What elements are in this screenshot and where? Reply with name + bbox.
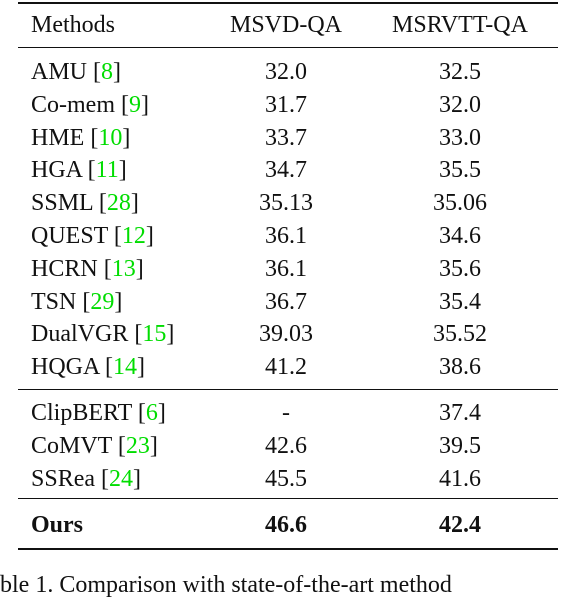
method-name-cell: HME [10] bbox=[31, 121, 130, 155]
method-name-cell: TSN [29] bbox=[31, 285, 122, 319]
method-name-cell: QUEST [12] bbox=[31, 219, 154, 253]
citation-bracket-open: [ bbox=[97, 255, 112, 282]
table-row: TSN [29] 36.7 35.4 bbox=[0, 285, 576, 319]
citation-bracket-open: [ bbox=[99, 354, 114, 381]
citation-bracket-open: [ bbox=[76, 288, 91, 315]
citation-bracket-open: [ bbox=[131, 400, 146, 426]
table-row: SSRea [24] 45.5 41.6 bbox=[0, 462, 576, 496]
method-name: AMU bbox=[31, 59, 88, 85]
method-name: SSML bbox=[31, 190, 93, 217]
method-name-cell: AMU [8] bbox=[31, 55, 121, 89]
citation-bracket-close: ] bbox=[157, 400, 166, 426]
citation-link[interactable]: 10 bbox=[98, 124, 123, 151]
citation-bracket-open: [ bbox=[107, 223, 122, 249]
ours-divider-rule bbox=[18, 498, 558, 499]
citation-link[interactable]: 24 bbox=[109, 465, 134, 492]
ours-method: Ours bbox=[31, 512, 84, 538]
citation-bracket-open: [ bbox=[95, 465, 110, 492]
header-rule bbox=[18, 47, 558, 48]
citation-bracket-close: ] bbox=[130, 190, 139, 217]
citation-bracket-open: [ bbox=[81, 157, 96, 184]
method-name: CoMVT bbox=[31, 432, 112, 459]
method-name-cell: SSML [28] bbox=[31, 186, 139, 220]
citation-link[interactable]: 14 bbox=[113, 354, 138, 381]
method-name-cell: HCRN [13] bbox=[31, 252, 144, 286]
table-row: CoMVT [23] 42.6 39.5 bbox=[0, 429, 576, 463]
method-name-cell: HGA [11] bbox=[31, 153, 127, 187]
citation-link[interactable]: 23 bbox=[125, 432, 150, 459]
method-name: HGA bbox=[31, 157, 82, 184]
citation-link[interactable]: 13 bbox=[111, 255, 136, 282]
citation-bracket-open: [ bbox=[115, 91, 129, 118]
citation-bracket-close: ] bbox=[137, 354, 146, 381]
method-name: HCRN bbox=[31, 255, 98, 282]
table-row: AMU [8] 32.0 32.5 bbox=[0, 55, 576, 89]
citation-link[interactable]: 6 bbox=[145, 400, 158, 426]
method-name: HME bbox=[31, 124, 85, 151]
method-name: DualVGR bbox=[31, 321, 129, 348]
citation-bracket-open: [ bbox=[128, 321, 143, 348]
citation-link[interactable]: 11 bbox=[95, 157, 119, 184]
citation-bracket-open: [ bbox=[92, 190, 107, 217]
method-name-cell: HQGA [14] bbox=[31, 350, 145, 384]
table-row: Co-mem [9] 31.7 32.0 bbox=[0, 88, 576, 122]
citation-bracket-close: ] bbox=[133, 465, 142, 492]
citation-bracket-close: ] bbox=[135, 255, 144, 282]
citation-bracket-open: [ bbox=[84, 124, 99, 151]
table-row: HQGA [14] 41.2 38.6 bbox=[0, 350, 576, 384]
method-name-cell: Co-mem [9] bbox=[31, 88, 149, 122]
method-name-cell: SSRea [24] bbox=[31, 462, 141, 496]
citation-link[interactable]: 28 bbox=[106, 190, 131, 217]
table-caption: ble 1. Comparison with state-of-the-art … bbox=[0, 572, 452, 598]
group-divider-rule bbox=[18, 389, 558, 390]
citation-bracket-close: ] bbox=[145, 223, 154, 249]
method-name: Co-mem bbox=[31, 91, 115, 118]
header-row: Methods MSVD-QA MSRVTT-QA bbox=[0, 8, 576, 42]
citation-bracket-close: ] bbox=[113, 59, 122, 85]
table-row: HME [10] 33.7 33.0 bbox=[0, 121, 576, 155]
method-name-cell: CoMVT [23] bbox=[31, 429, 158, 463]
citation-link[interactable]: 12 bbox=[121, 223, 146, 249]
method-name-cell: ClipBERT [6] bbox=[31, 396, 166, 430]
table-row: HGA [11] 34.7 35.5 bbox=[0, 153, 576, 187]
table-row: QUEST [12] 36.1 34.6 bbox=[0, 219, 576, 253]
citation-bracket-close: ] bbox=[114, 288, 123, 315]
top-rule bbox=[18, 2, 558, 4]
table-row: HCRN [13] 36.1 35.6 bbox=[0, 252, 576, 286]
citation-bracket-close: ] bbox=[166, 321, 175, 348]
table-row: ClipBERT [6] -37.4 bbox=[0, 396, 576, 430]
bottom-rule bbox=[18, 548, 558, 550]
methods-header: Methods bbox=[31, 12, 115, 38]
ours-row: Ours 46.6 42.4 bbox=[0, 508, 576, 542]
citation-link[interactable]: 8 bbox=[101, 59, 114, 85]
citation-link[interactable]: 15 bbox=[142, 321, 167, 348]
citation-bracket-close: ] bbox=[149, 432, 158, 459]
method-name: ClipBERT bbox=[31, 400, 132, 426]
citation-link[interactable]: 29 bbox=[90, 288, 115, 315]
table-row: DualVGR [15] 39.03 35.52 bbox=[0, 317, 576, 351]
citation-link[interactable]: 9 bbox=[129, 91, 141, 118]
citation-bracket-close: ] bbox=[122, 124, 131, 151]
citation-bracket-open: [ bbox=[87, 59, 102, 85]
method-name: QUEST bbox=[31, 223, 108, 249]
method-name: SSRea bbox=[31, 465, 96, 492]
citation-bracket-close: ] bbox=[118, 157, 127, 184]
citation-bracket-close: ] bbox=[141, 91, 149, 118]
table-row: SSML [28] 35.13 35.06 bbox=[0, 186, 576, 220]
method-name: HQGA bbox=[31, 354, 100, 381]
method-name-cell: DualVGR [15] bbox=[31, 317, 174, 351]
citation-bracket-open: [ bbox=[111, 432, 126, 459]
method-name: TSN bbox=[31, 288, 77, 315]
